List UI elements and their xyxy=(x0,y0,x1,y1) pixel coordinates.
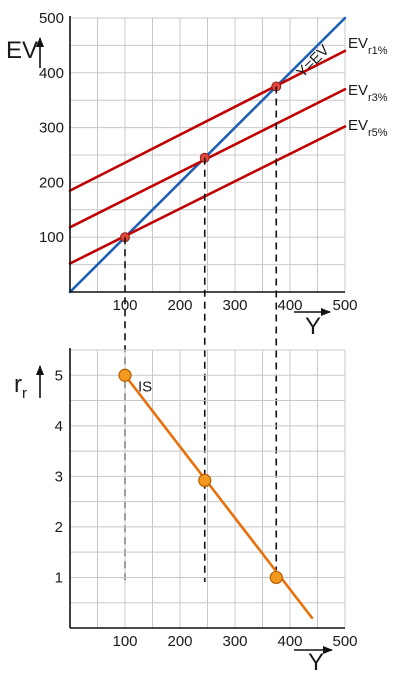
rr-y-tick-label: 2 xyxy=(55,519,63,536)
ev-x-tick-label: 300 xyxy=(222,297,247,314)
rr-y-tick-label: 1 xyxy=(55,569,63,586)
ev-x-tick-label: 200 xyxy=(167,297,192,314)
ev-series-label-r5pct: EVr5% xyxy=(348,117,388,139)
is-point xyxy=(118,368,132,382)
ev-y-tick-label: 400 xyxy=(39,65,64,82)
is-x-tick-label: 300 xyxy=(222,633,247,650)
is-x-tick-label: 100 xyxy=(112,633,137,650)
is-point xyxy=(269,570,283,585)
is-x-tick-label: 500 xyxy=(332,633,357,650)
is-chart-labels: rr Y IS xyxy=(14,365,333,676)
ev-chart-ticks: 100 200 300 400 500 100 200 300 400 500 xyxy=(39,10,358,314)
is-chart: 100 200 300 400 500 1 2 3 4 5 rr Y IS xyxy=(14,348,358,676)
ev-series-label-r3pct: EVr3% xyxy=(348,82,388,104)
is-chart-points xyxy=(118,368,283,585)
ev-y-tick-label: 300 xyxy=(39,120,64,137)
rr-y-axis-label: rr xyxy=(14,371,27,402)
is-chart-series xyxy=(123,373,314,620)
is-curve-label: IS xyxy=(138,378,152,395)
is-point xyxy=(198,473,212,488)
ev-y-tick-label: 100 xyxy=(39,229,64,246)
ev-chart-grid xyxy=(70,17,346,292)
is-chart-axes xyxy=(69,348,345,629)
is-curve-line xyxy=(123,373,314,620)
ev-x-axis-label: Y xyxy=(305,313,321,340)
rr-y-tick-label: 4 xyxy=(55,418,63,435)
ev-x-tick-label: 400 xyxy=(277,297,302,314)
is-chart-ticks: 100 200 300 400 500 1 2 3 4 5 xyxy=(55,367,358,650)
ev-x-tick-label: 500 xyxy=(332,297,357,314)
rr-y-tick-label: 3 xyxy=(55,468,63,485)
is-x-tick-label: 200 xyxy=(167,633,192,650)
is-x-tick-label: 400 xyxy=(277,633,302,650)
ev-chart-axes xyxy=(69,16,345,293)
ev-y-tick-label: 200 xyxy=(39,174,64,191)
ev-y-tick-label: 500 xyxy=(39,10,64,27)
is-chart-grid xyxy=(70,349,346,628)
ev-line-r1pct xyxy=(68,49,347,192)
is-x-axis-label: Y xyxy=(308,649,324,676)
ev-line-r5pct xyxy=(68,125,347,265)
ev-series-label-r1pct: EVr1% xyxy=(348,35,388,57)
rr-y-tick-label: 5 xyxy=(55,367,63,384)
ev-y-axis-label: EV xyxy=(6,37,38,64)
ev-x-tick-label: 100 xyxy=(112,297,137,314)
